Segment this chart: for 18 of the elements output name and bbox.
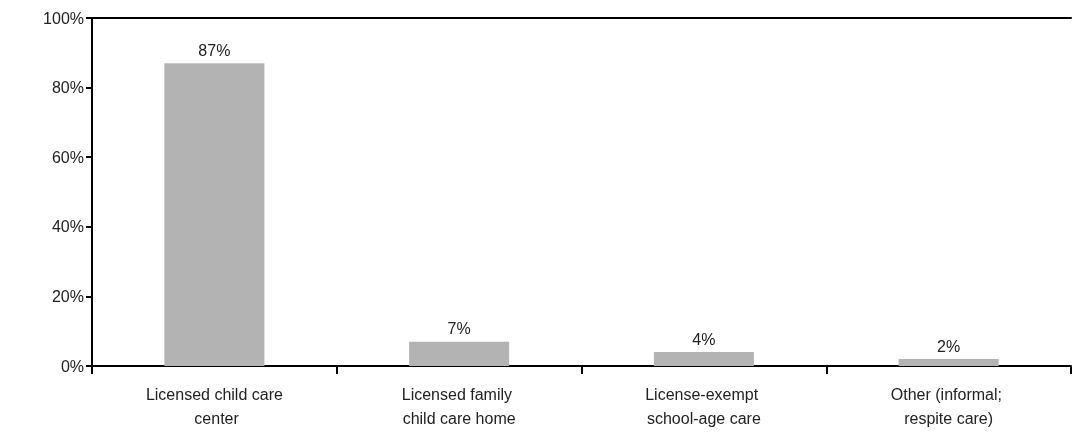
y-tick-label: 100%	[43, 9, 84, 27]
data-label: 87%	[198, 41, 231, 59]
x-tick-label: Licensed child care center	[145, 385, 283, 427]
x-tick-label: License-exempt school-age care	[645, 385, 763, 427]
bar	[898, 359, 999, 366]
x-tick-label: Other (informal; respite care)	[890, 385, 1007, 427]
x-tick-label: Licensed family child care home	[401, 385, 517, 427]
y-tick-label: 20%	[51, 287, 84, 305]
bar	[164, 63, 265, 366]
y-tick-label: 40%	[51, 218, 84, 236]
data-label: 4%	[692, 330, 716, 348]
y-tick-label: 0%	[60, 357, 84, 375]
data-label: 2%	[937, 337, 961, 355]
bar	[409, 341, 510, 366]
y-tick-label: 60%	[51, 148, 84, 166]
y-tick-label: 80%	[51, 79, 84, 97]
data-label: 7%	[447, 320, 471, 338]
bar	[653, 352, 754, 366]
